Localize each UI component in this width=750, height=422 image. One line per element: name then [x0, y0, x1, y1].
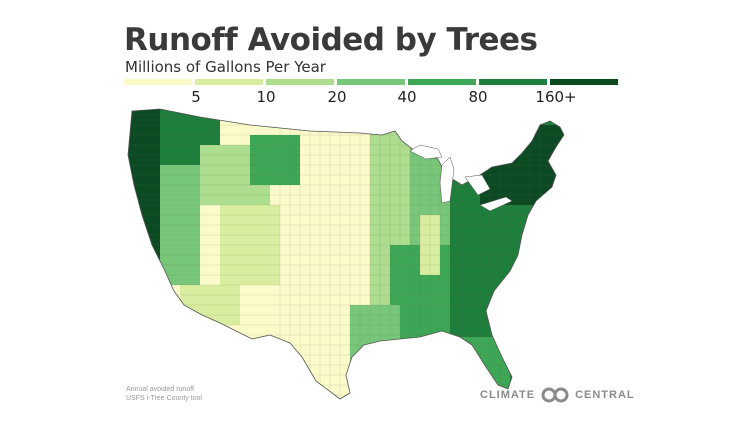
source-line-2: USFS i-Tree County tool: [126, 395, 202, 402]
legend-tick: 40: [397, 88, 417, 106]
source-note: Annual avoided runoff USFS i-Tree County…: [126, 385, 202, 403]
map-title: Runoff Avoided by Trees: [124, 22, 538, 58]
legend-swatch-3: [337, 79, 405, 85]
legend-swatch-4: [408, 79, 476, 85]
legend-swatch-5: [479, 79, 547, 85]
legend-swatch-6: [550, 79, 618, 85]
legend-tick: 20: [327, 88, 347, 106]
legend-ticks: 5 10 20 40 80 160+: [124, 88, 618, 108]
logo-rings-icon: [541, 387, 569, 403]
legend-swatch-1: [195, 79, 263, 85]
color-legend: [124, 79, 618, 85]
map-subtitle: Millions of Gallons Per Year: [125, 58, 326, 76]
legend-swatch-2: [266, 79, 334, 85]
source-line-1: Annual avoided runoff: [126, 386, 194, 393]
logo-text-left: CLIMATE: [480, 389, 536, 401]
us-county-choropleth-map: [127, 108, 565, 400]
legend-swatch-0: [124, 79, 192, 85]
climate-central-logo: CLIMATE CENTRAL: [480, 387, 635, 403]
legend-tick: 160+: [535, 88, 577, 106]
legend-tick: 80: [468, 88, 488, 106]
legend-tick: 5: [191, 88, 201, 106]
legend-tick: 10: [256, 88, 276, 106]
logo-text-right: CENTRAL: [575, 389, 635, 401]
